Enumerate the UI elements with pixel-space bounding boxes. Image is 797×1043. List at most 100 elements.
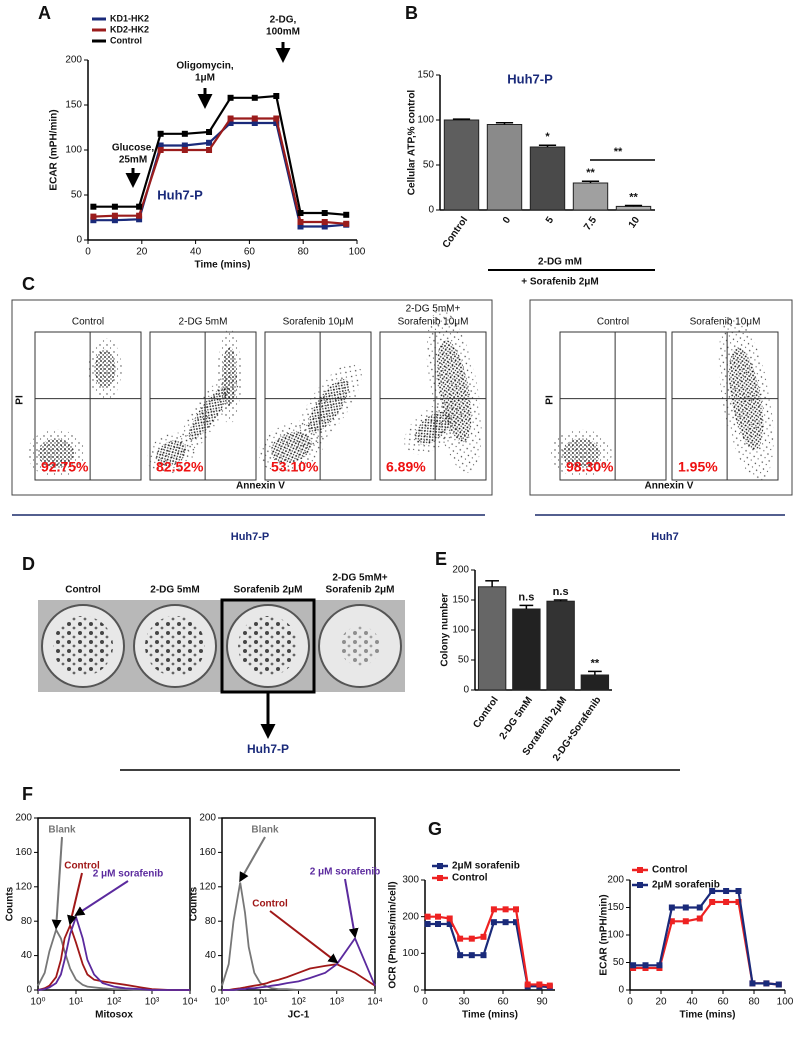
marker — [297, 219, 304, 225]
marker — [524, 981, 531, 988]
significance: * — [545, 131, 550, 143]
x-axis-label: Annexin V — [236, 481, 285, 492]
legend-label: Control — [452, 873, 488, 884]
y-tick-label: 160 — [15, 847, 32, 858]
marker — [546, 982, 553, 989]
marker — [446, 915, 453, 922]
panel-frame — [529, 299, 793, 496]
marker — [424, 921, 431, 927]
y-axis-label: PI — [545, 395, 556, 405]
y-tick-label: 100 — [452, 625, 469, 636]
marker — [435, 921, 441, 927]
marker — [457, 935, 464, 942]
percent-label: 98.30% — [566, 459, 614, 475]
bar — [486, 124, 523, 211]
marker — [656, 962, 663, 969]
dot-cluster — [307, 379, 350, 433]
marker — [490, 906, 497, 913]
dot-cluster — [562, 438, 601, 469]
x-axis-label: Time (mins) — [195, 260, 251, 271]
bar — [572, 182, 609, 211]
marker — [502, 919, 509, 926]
x-tick-label: 10² — [107, 997, 122, 1008]
x-tick-label: 80 — [298, 247, 310, 258]
colonies — [53, 616, 113, 676]
x-tick-label: 40 — [190, 247, 202, 258]
y-tick-label: 0 — [413, 985, 419, 996]
series-label: Control — [64, 861, 100, 872]
marker — [642, 962, 649, 969]
x-tick-label: 80 — [748, 997, 760, 1008]
bar — [443, 119, 480, 211]
group-label: 2-DG mM — [538, 257, 582, 268]
colonies — [340, 626, 380, 666]
y-axis-label: PI — [15, 395, 26, 405]
marker — [709, 888, 716, 894]
annotation: 2-DG, — [270, 15, 297, 26]
panel-letter: G — [428, 819, 442, 839]
series-label: Blank — [48, 825, 76, 836]
marker — [251, 120, 258, 126]
colonies — [145, 616, 205, 676]
x-tick-label: 10² — [291, 997, 306, 1008]
x-tick-label: 60 — [717, 997, 729, 1008]
panel-letter: D — [22, 554, 35, 574]
y-tick-label: 150 — [417, 70, 434, 81]
marker — [735, 888, 742, 894]
significance: n.s — [518, 591, 534, 603]
x-tick-label: 40 — [686, 997, 698, 1008]
y-tick-label: 50 — [458, 655, 470, 666]
legend-label: KD1-HK2 — [110, 13, 149, 23]
y-tick-label: 200 — [15, 813, 32, 824]
marker — [321, 210, 328, 216]
series-arrow — [269, 910, 339, 964]
x-axis-label: Annexin V — [645, 481, 694, 492]
marker — [468, 935, 475, 942]
y-axis-label: Counts — [5, 886, 16, 921]
percent-label: 92.75% — [41, 459, 89, 475]
marker — [457, 952, 464, 959]
significance: ** — [614, 146, 623, 158]
legend-marker — [437, 863, 443, 869]
marker — [513, 906, 519, 913]
annotation: 1μM — [195, 73, 215, 84]
colonies — [238, 616, 298, 676]
treatment-label: + Sorafenib 2μM — [521, 277, 599, 288]
x-tick-label: 0 — [422, 997, 428, 1008]
marker — [90, 213, 97, 220]
marker — [668, 904, 675, 911]
marker — [435, 913, 441, 920]
dish-label: Sorafenib 2μM — [234, 585, 303, 596]
percent-label: 53.10% — [271, 459, 319, 475]
x-axis-label: JC-1 — [288, 1010, 310, 1021]
dot-cluster — [94, 349, 116, 389]
marker — [157, 142, 164, 149]
marker — [682, 904, 689, 911]
x-tick-label: 10⁴ — [367, 997, 382, 1008]
plot-title: 2-DG 5mM — [179, 317, 228, 328]
dot-cluster — [188, 386, 228, 440]
plot-title: Sorafenib 10μM — [690, 317, 761, 328]
marker — [251, 94, 258, 101]
y-tick-label: 80 — [205, 916, 217, 927]
marker — [206, 147, 213, 153]
legend-marker — [437, 875, 443, 881]
y-tick-label: 80 — [21, 916, 33, 927]
dish-label: 2-DG 5mM+ — [332, 573, 387, 584]
y-axis-label: ECAR (mPH/min) — [49, 109, 60, 190]
percent-label: 6.89% — [386, 459, 426, 475]
y-tick-label: 200 — [402, 911, 419, 922]
marker — [668, 918, 675, 925]
legend-label: Control — [110, 35, 142, 45]
y-tick-label: 50 — [423, 160, 435, 171]
x-tick-label: 100 — [777, 997, 794, 1008]
y-tick-label: 100 — [402, 948, 419, 959]
marker — [513, 919, 519, 926]
significance: n.s — [553, 586, 569, 598]
y-axis-label: Counts — [189, 886, 200, 921]
panel-letter: E — [435, 549, 447, 569]
x-tick-label: 60 — [497, 997, 509, 1008]
marker — [468, 952, 475, 959]
legend-label: Control — [652, 865, 688, 876]
marker — [682, 918, 689, 925]
